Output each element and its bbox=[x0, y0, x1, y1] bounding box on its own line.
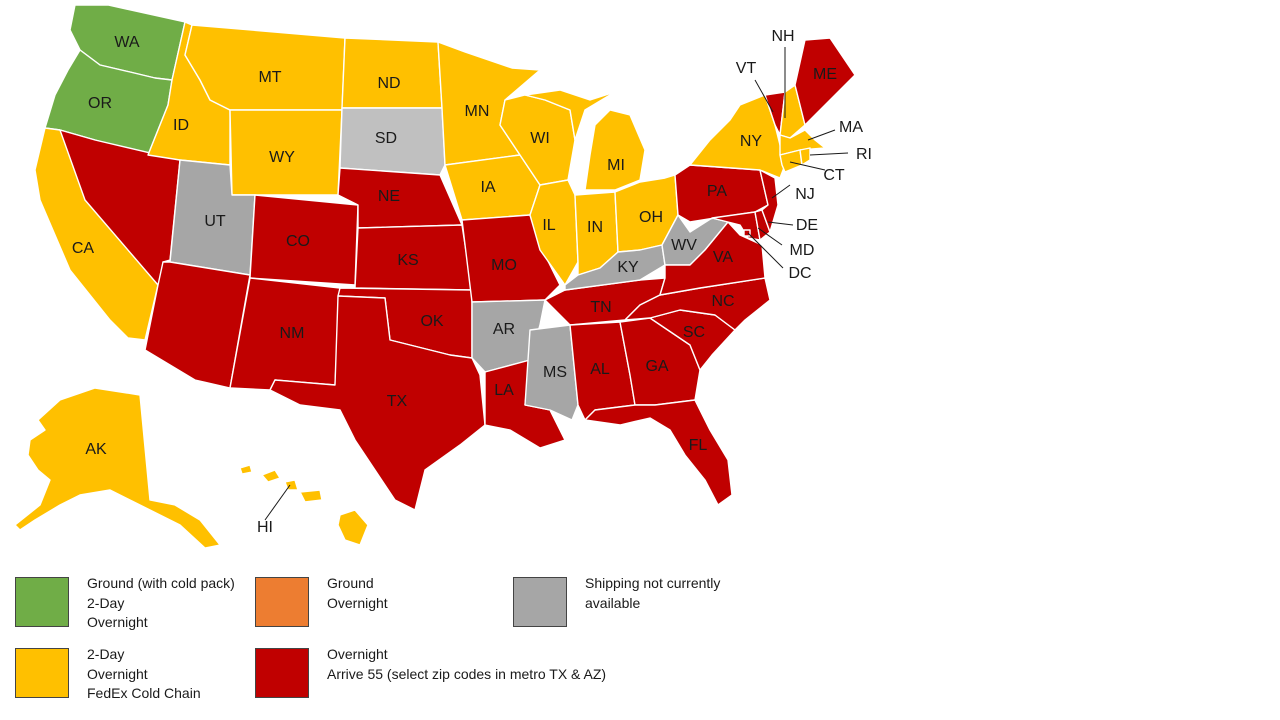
state-sd[interactable] bbox=[339, 107, 446, 176]
label-ks: KS bbox=[397, 252, 418, 269]
label-de: DE bbox=[796, 217, 818, 234]
label-nh: NH bbox=[771, 28, 794, 45]
label-ms: MS bbox=[543, 364, 567, 381]
state-mi[interactable] bbox=[524, 89, 646, 191]
label-vt: VT bbox=[736, 60, 757, 77]
label-sc: SC bbox=[683, 324, 705, 341]
label-mn: MN bbox=[465, 103, 490, 120]
label-md: MD bbox=[790, 242, 815, 259]
label-ri: RI bbox=[856, 146, 872, 163]
label-id: ID bbox=[173, 117, 189, 134]
label-mo: MO bbox=[491, 257, 517, 274]
label-ma: MA bbox=[839, 119, 863, 136]
state-fl[interactable] bbox=[584, 399, 733, 506]
label-al: AL bbox=[590, 361, 610, 378]
label-me: ME bbox=[813, 66, 837, 83]
label-ct: CT bbox=[823, 167, 845, 184]
state-il[interactable] bbox=[529, 179, 579, 286]
legend-swatch-red bbox=[255, 648, 309, 698]
label-la: LA bbox=[494, 382, 514, 399]
legend-swatch-yellow bbox=[15, 648, 69, 698]
state-ri[interactable] bbox=[799, 147, 811, 166]
label-tx: TX bbox=[387, 393, 408, 410]
label-nm: NM bbox=[280, 325, 305, 342]
label-co: CO bbox=[286, 233, 310, 250]
label-ne: NE bbox=[378, 188, 400, 205]
state-ak[interactable] bbox=[14, 387, 221, 549]
legend-label-green: Ground (with cold pack) 2-Day Overnight bbox=[87, 575, 235, 630]
state-tx[interactable] bbox=[269, 295, 486, 511]
state-nh[interactable] bbox=[779, 84, 806, 139]
label-ar: AR bbox=[493, 321, 515, 338]
label-wy: WY bbox=[269, 149, 295, 166]
state-nd[interactable] bbox=[341, 37, 443, 109]
label-ky: KY bbox=[617, 259, 639, 276]
label-in: IN bbox=[587, 219, 603, 236]
legend-swatch-orange bbox=[255, 577, 309, 627]
legend-label-red: Overnight Arrive 55 (select zip codes in… bbox=[327, 646, 607, 682]
legend-label-orange: Ground Overnight bbox=[327, 575, 388, 611]
label-fl: FL bbox=[689, 437, 708, 454]
label-wi: WI bbox=[530, 130, 550, 147]
state-mt[interactable] bbox=[184, 24, 346, 111]
label-ia: IA bbox=[480, 179, 495, 196]
label-nd: ND bbox=[377, 75, 400, 92]
label-ok: OK bbox=[420, 313, 443, 330]
legend-label-yellow: 2-Day Overnight FedEx Cold Chain bbox=[87, 646, 201, 701]
label-or: OR bbox=[88, 95, 112, 112]
label-wa: WA bbox=[114, 34, 140, 51]
state-ct[interactable] bbox=[779, 149, 803, 173]
label-ut: UT bbox=[204, 213, 226, 230]
label-ny: NY bbox=[740, 133, 763, 150]
state-hi[interactable] bbox=[239, 464, 369, 546]
label-nj: NJ bbox=[795, 186, 815, 203]
state-ky[interactable] bbox=[564, 244, 666, 291]
label-dc: DC bbox=[788, 265, 811, 282]
legend-label-gray: Shipping not currently available bbox=[585, 575, 721, 611]
label-nc: NC bbox=[711, 293, 734, 310]
label-ak: AK bbox=[85, 441, 107, 458]
label-va: VA bbox=[713, 249, 733, 266]
label-hi: HI bbox=[257, 519, 273, 536]
legend-swatch-gray bbox=[513, 577, 567, 627]
label-mi: MI bbox=[607, 157, 625, 174]
label-sd: SD bbox=[375, 130, 397, 147]
label-wv: WV bbox=[671, 237, 697, 254]
state-me[interactable] bbox=[794, 37, 856, 126]
state-dc[interactable] bbox=[743, 229, 751, 237]
label-ga: GA bbox=[645, 358, 668, 375]
state-nj[interactable] bbox=[759, 169, 779, 233]
label-tn: TN bbox=[590, 299, 611, 316]
legend-swatch-green bbox=[15, 577, 69, 627]
label-pa: PA bbox=[707, 183, 727, 200]
label-ca: CA bbox=[72, 240, 95, 257]
label-il: IL bbox=[542, 217, 555, 234]
state-va[interactable] bbox=[659, 221, 766, 296]
label-oh: OH bbox=[639, 209, 663, 226]
label-mt: MT bbox=[258, 69, 281, 86]
